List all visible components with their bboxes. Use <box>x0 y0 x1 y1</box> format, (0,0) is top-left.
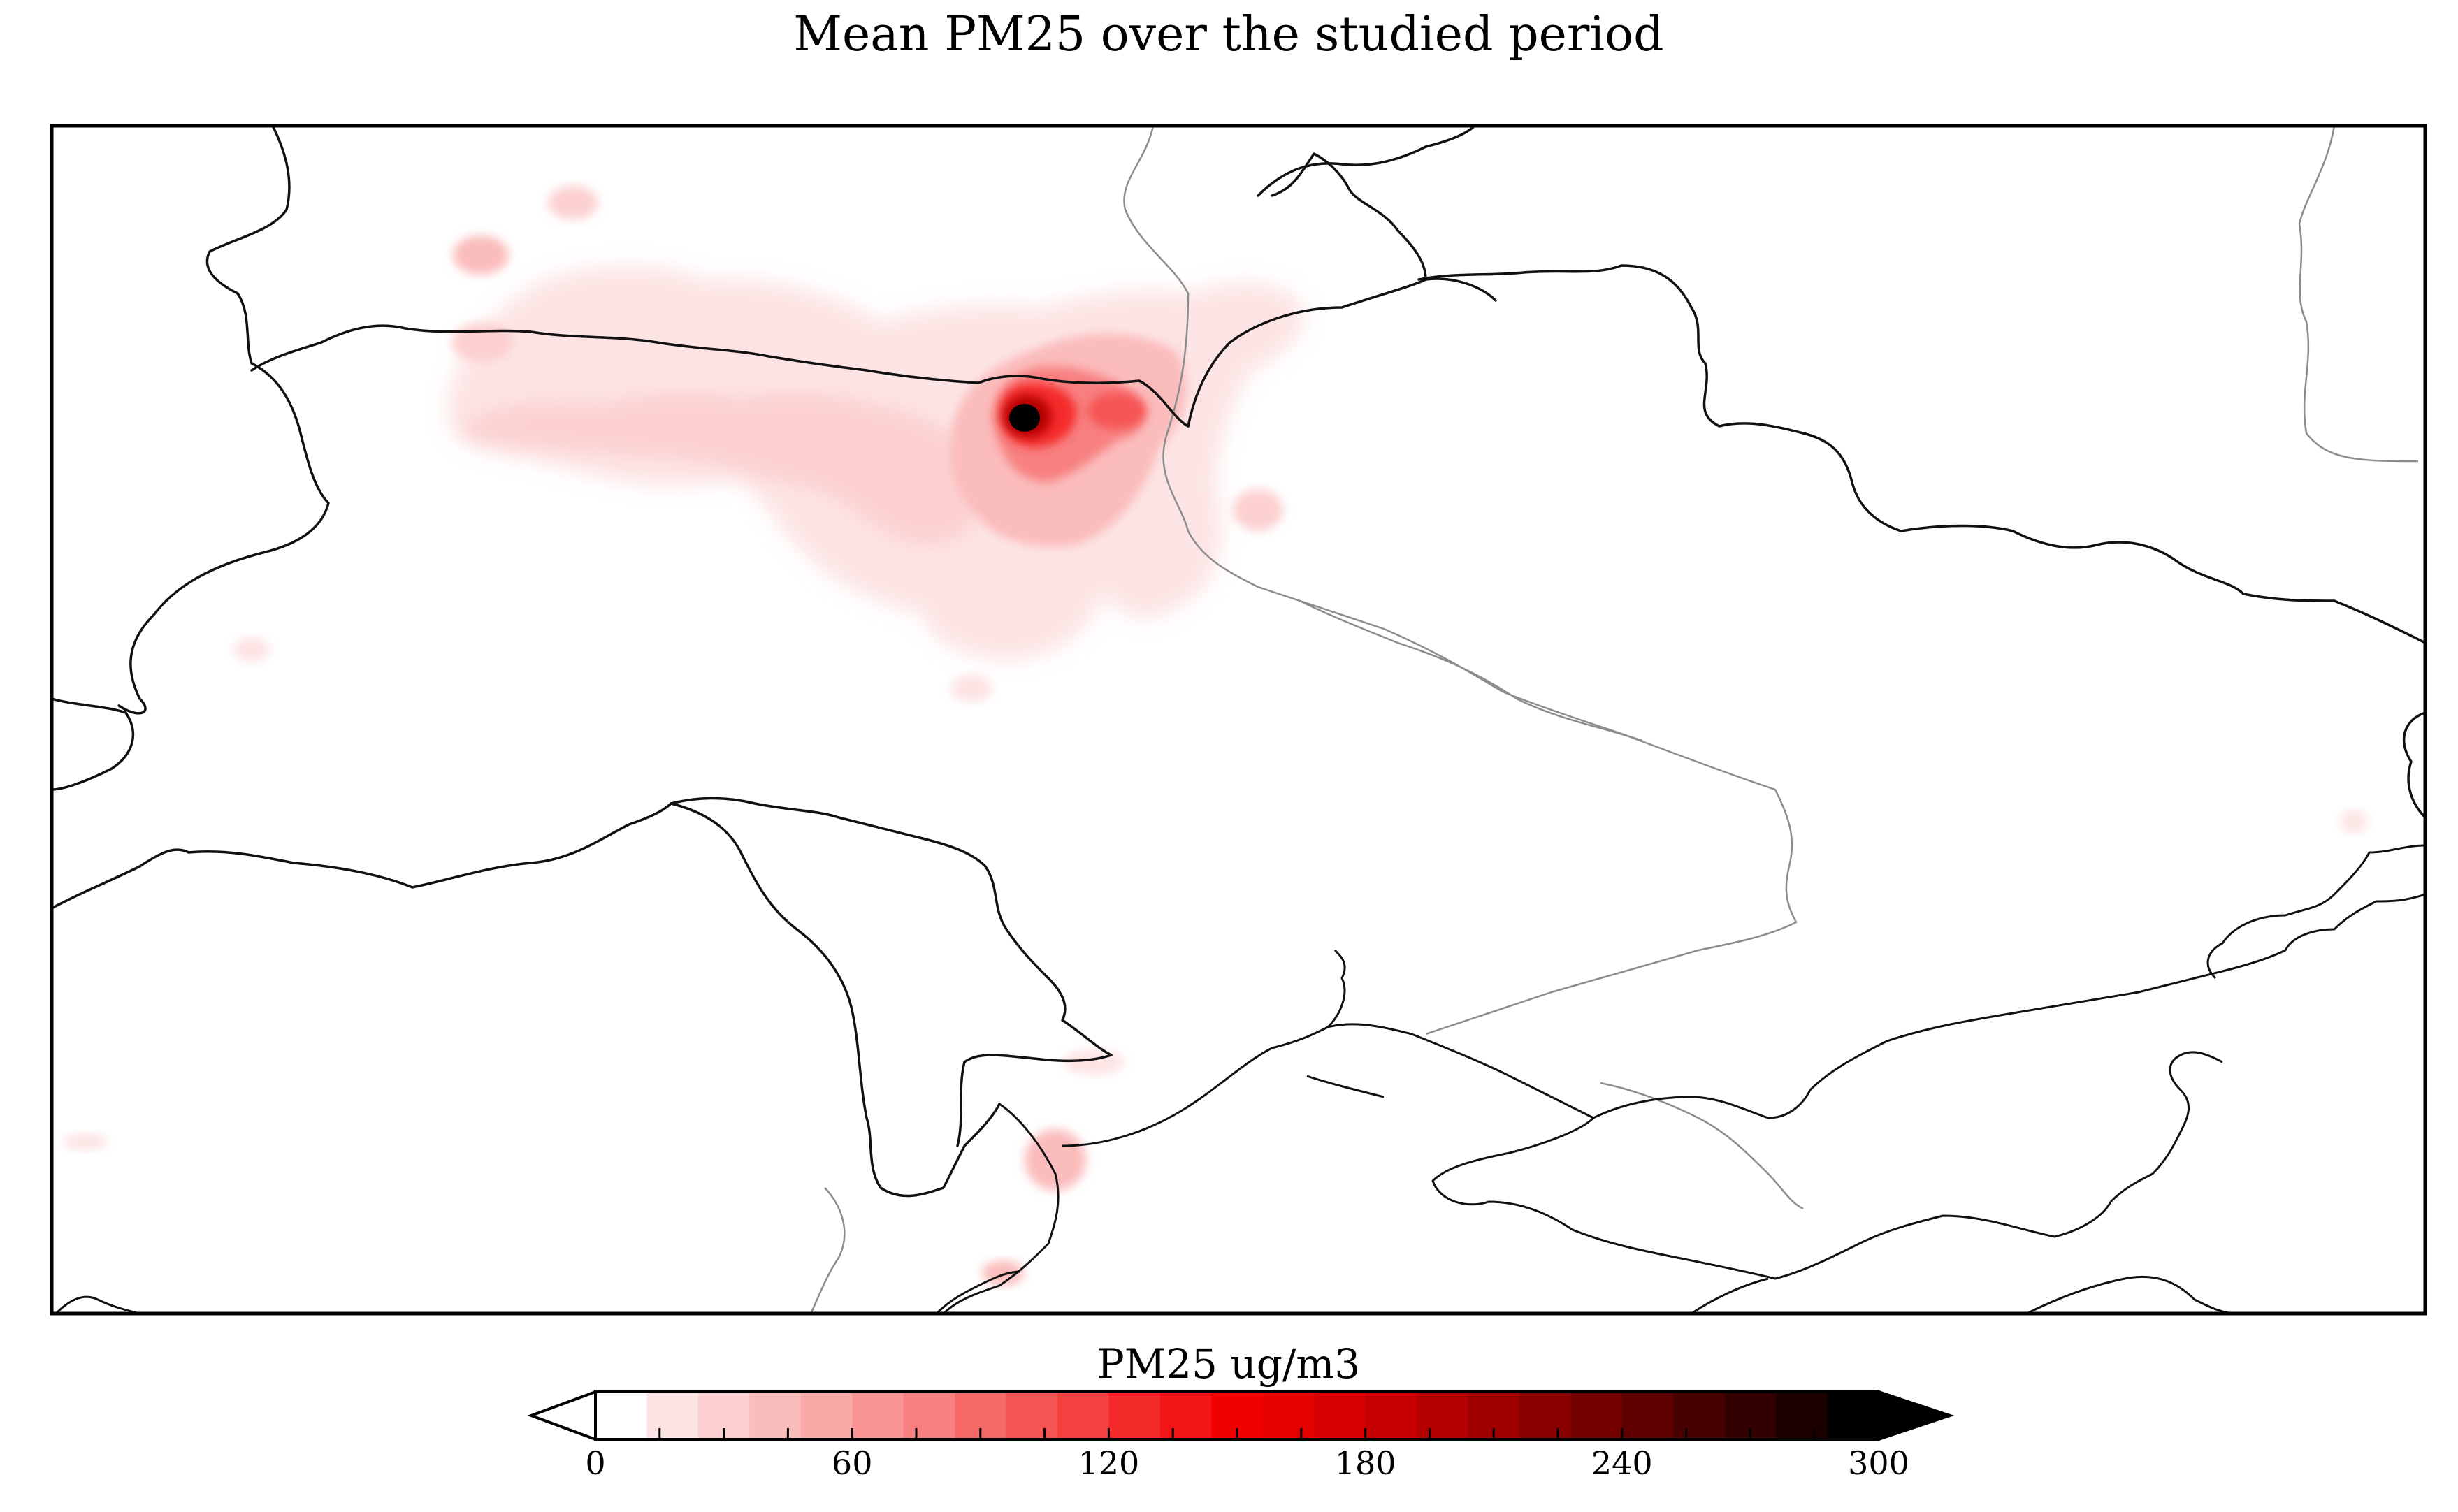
colorbar-tick-label: 240 <box>1591 1444 1653 1482</box>
coast-caucasus <box>1691 1277 1769 1314</box>
plume-high-east <box>1087 393 1146 429</box>
colorbar-cell <box>1159 1392 1212 1439</box>
coast-turkey <box>2026 1275 2237 1314</box>
colorbar-cell <box>1057 1392 1109 1439</box>
colorbar: PM25 ug/m3 0 60 120 180 240 300 <box>527 1340 1955 1482</box>
colorbar-cell <box>800 1392 853 1439</box>
river-lines <box>809 126 2419 1314</box>
colorbar-cell <box>1621 1392 1674 1439</box>
colorbar-cell <box>1365 1392 1417 1439</box>
river-southwest <box>809 1187 846 1314</box>
river-northeast <box>2298 126 2419 463</box>
colorbar-cell <box>903 1392 955 1439</box>
map-panel <box>50 124 2427 1316</box>
colorbar-label: PM25 ug/m3 <box>1097 1340 1361 1388</box>
colorbar-cell <box>1776 1392 1828 1439</box>
border-north <box>250 324 1190 428</box>
border-southwest-1 <box>52 697 135 791</box>
map-frame <box>50 124 2427 1316</box>
colorbar-under-arrow <box>527 1390 597 1441</box>
colorbar-cell <box>1262 1392 1315 1439</box>
spot-far-west <box>63 1133 108 1150</box>
pm25-concentration-field <box>63 186 2368 1286</box>
spot-small-west <box>233 637 270 662</box>
figure-title: Mean PM25 over the studied period <box>793 7 1663 62</box>
colorbar-cell <box>1108 1392 1161 1439</box>
border-east-edge <box>2403 711 2425 819</box>
colorbar-tick-label: 300 <box>1848 1444 1909 1482</box>
colorbar-ticks: 0 60 120 180 240 300 <box>585 1428 1909 1482</box>
spot-odesa <box>1025 1129 1086 1191</box>
plume-peak <box>1009 404 1040 432</box>
spot-northwest <box>453 235 509 275</box>
coast-danube-delta <box>935 1270 1021 1314</box>
colorbar-cell <box>1827 1392 1879 1439</box>
border-russia-north <box>1257 126 1476 197</box>
spot-south-plume <box>950 674 992 702</box>
coast-kerch <box>2109 1051 2223 1203</box>
colorbar-cell <box>749 1392 802 1439</box>
colorbar-cells <box>595 1392 1879 1439</box>
colorbar-tick-label: 180 <box>1335 1444 1396 1482</box>
colorbar-cell <box>1006 1392 1058 1439</box>
border-west-1 <box>117 126 330 715</box>
coast-azov <box>1809 893 2425 1091</box>
dnipro-river <box>1123 126 1798 1035</box>
plume-low-b <box>461 393 983 545</box>
colorbar-cell <box>646 1392 699 1439</box>
colorbar-tick-label: 60 <box>832 1444 873 1482</box>
river-east-branch <box>1299 599 1643 742</box>
coast-kherson <box>1326 949 1346 1028</box>
coast-odesa <box>942 1103 1060 1314</box>
spot-east <box>1233 489 1283 531</box>
coast-azov-east <box>2206 844 2425 980</box>
spot-west <box>451 323 513 362</box>
colorbar-cell <box>1314 1392 1366 1439</box>
coast-sw-corner <box>55 1295 140 1314</box>
colorbar-cell <box>1417 1392 1469 1439</box>
colorbar-cell <box>852 1392 904 1439</box>
country-borders <box>52 126 2425 1314</box>
colorbar-cell <box>595 1392 648 1439</box>
colorbar-tick-label: 0 <box>585 1444 605 1482</box>
colorbar-cell <box>1570 1392 1623 1439</box>
coast-spit <box>1306 1075 1385 1098</box>
border-ukraine-russia-east <box>1417 264 2425 644</box>
border-romania <box>52 802 672 910</box>
colorbar-cell <box>1673 1392 1726 1439</box>
coast-crimea <box>1431 1117 2112 1280</box>
border-moldova <box>670 802 1001 1198</box>
border-moldova-east <box>670 797 1113 1147</box>
border-russia-ukraine <box>1271 152 1427 281</box>
river-crimea <box>1600 1082 1804 1210</box>
coast-crimea-north <box>1593 1089 1812 1119</box>
colorbar-over-arrow <box>1877 1390 1955 1441</box>
colorbar-tick-label: 120 <box>1078 1444 1139 1482</box>
colorbar-cell <box>1519 1392 1571 1439</box>
spot-far-east <box>2340 810 2368 833</box>
border-belarus-russia <box>1187 277 1497 428</box>
spot-north <box>548 186 598 219</box>
